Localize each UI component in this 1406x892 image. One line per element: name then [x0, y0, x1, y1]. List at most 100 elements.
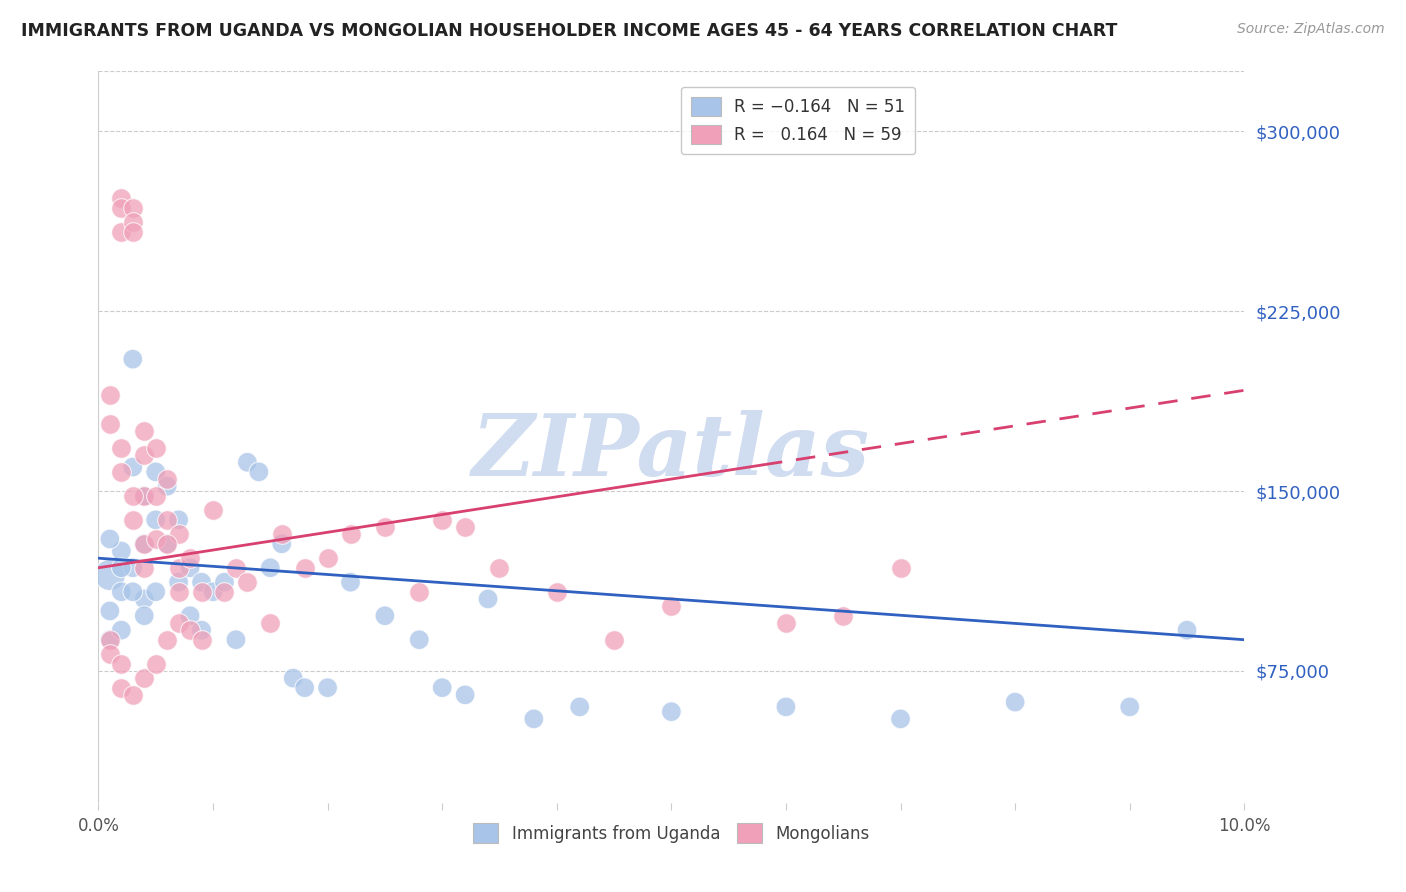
Point	[430, 513, 453, 527]
Point	[110, 681, 132, 695]
Point	[110, 465, 132, 479]
Point	[167, 561, 190, 575]
Point	[179, 561, 201, 575]
Point	[110, 201, 132, 215]
Point	[110, 657, 132, 671]
Point	[889, 561, 911, 575]
Point	[294, 561, 316, 575]
Point	[1118, 699, 1140, 714]
Point	[454, 520, 477, 534]
Point	[98, 647, 121, 661]
Point	[488, 561, 510, 575]
Point	[294, 681, 316, 695]
Point	[121, 489, 143, 503]
Point	[270, 537, 292, 551]
Point	[568, 699, 591, 714]
Point	[454, 688, 477, 702]
Point	[190, 632, 212, 647]
Point	[546, 584, 568, 599]
Point	[98, 568, 121, 582]
Point	[110, 441, 132, 455]
Point	[339, 575, 361, 590]
Point	[889, 712, 911, 726]
Point	[236, 455, 259, 469]
Point	[98, 532, 121, 546]
Point	[156, 537, 179, 551]
Point	[134, 608, 156, 623]
Point	[134, 537, 156, 551]
Point	[408, 632, 430, 647]
Point	[121, 688, 143, 702]
Point	[259, 615, 281, 630]
Point	[225, 632, 247, 647]
Point	[167, 513, 190, 527]
Text: IMMIGRANTS FROM UGANDA VS MONGOLIAN HOUSEHOLDER INCOME AGES 45 - 64 YEARS CORREL: IMMIGRANTS FROM UGANDA VS MONGOLIAN HOUS…	[21, 22, 1118, 40]
Point	[134, 561, 156, 575]
Point	[202, 584, 225, 599]
Point	[167, 575, 190, 590]
Point	[225, 561, 247, 575]
Point	[259, 561, 281, 575]
Point	[1004, 695, 1026, 709]
Point	[110, 191, 132, 205]
Point	[214, 575, 236, 590]
Point	[121, 561, 143, 575]
Point	[1175, 623, 1198, 637]
Point	[121, 352, 143, 367]
Point	[775, 615, 797, 630]
Point	[270, 527, 292, 541]
Point	[190, 584, 212, 599]
Point	[167, 615, 190, 630]
Point	[179, 608, 201, 623]
Point	[145, 657, 167, 671]
Point	[121, 460, 143, 475]
Point	[156, 632, 179, 647]
Point	[110, 561, 132, 575]
Point	[190, 623, 212, 637]
Point	[121, 215, 143, 229]
Point	[316, 551, 339, 566]
Point	[214, 584, 236, 599]
Point	[603, 632, 626, 647]
Point	[145, 584, 167, 599]
Point	[98, 604, 121, 618]
Point	[661, 599, 683, 614]
Point	[121, 584, 143, 599]
Point	[179, 623, 201, 637]
Point	[110, 584, 132, 599]
Point	[145, 465, 167, 479]
Point	[408, 584, 430, 599]
Point	[134, 591, 156, 606]
Point	[110, 544, 132, 558]
Point	[110, 623, 132, 637]
Point	[283, 671, 305, 685]
Point	[247, 465, 270, 479]
Point	[98, 632, 121, 647]
Point	[121, 513, 143, 527]
Point	[134, 424, 156, 438]
Point	[430, 681, 453, 695]
Text: ZIPatlas: ZIPatlas	[472, 410, 870, 493]
Point	[236, 575, 259, 590]
Point	[156, 513, 179, 527]
Point	[167, 584, 190, 599]
Point	[145, 489, 167, 503]
Point	[145, 513, 167, 527]
Point	[190, 575, 212, 590]
Point	[316, 681, 339, 695]
Point	[145, 532, 167, 546]
Point	[156, 472, 179, 486]
Point	[775, 699, 797, 714]
Legend: Immigrants from Uganda, Mongolians: Immigrants from Uganda, Mongolians	[467, 817, 876, 849]
Point	[134, 671, 156, 685]
Point	[98, 417, 121, 431]
Point	[832, 608, 855, 623]
Point	[202, 503, 225, 517]
Point	[661, 705, 683, 719]
Point	[134, 448, 156, 462]
Text: Source: ZipAtlas.com: Source: ZipAtlas.com	[1237, 22, 1385, 37]
Point	[167, 527, 190, 541]
Point	[339, 527, 361, 541]
Point	[121, 201, 143, 215]
Point	[523, 712, 546, 726]
